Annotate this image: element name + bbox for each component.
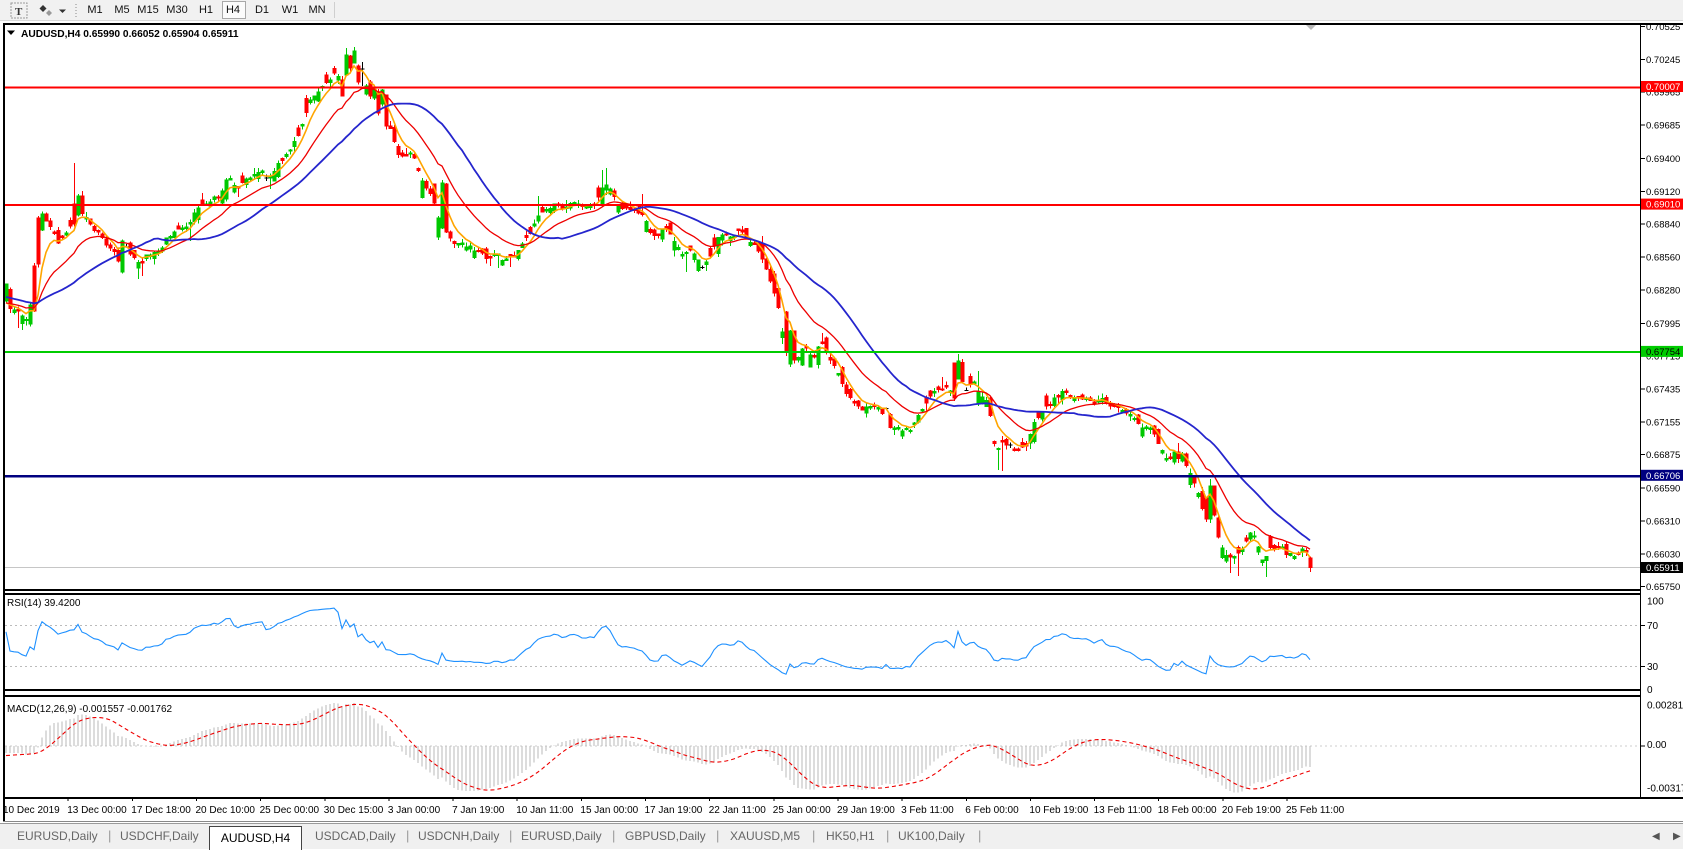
svg-text:0.69400: 0.69400: [1646, 154, 1680, 165]
svg-text:0.66875: 0.66875: [1646, 450, 1680, 461]
svg-text:T: T: [15, 6, 23, 18]
svg-text:20 Feb 19:00: 20 Feb 19:00: [1222, 805, 1281, 816]
svg-text:0.70245: 0.70245: [1646, 55, 1680, 66]
svg-text:0.70525: 0.70525: [1646, 22, 1680, 33]
svg-text:18 Feb 00:00: 18 Feb 00:00: [1158, 805, 1217, 816]
svg-text:0: 0: [1647, 685, 1653, 696]
svg-text:0.68560: 0.68560: [1646, 253, 1680, 264]
svg-text:29 Jan 19:00: 29 Jan 19:00: [837, 805, 895, 816]
svg-text:0.67754: 0.67754: [1646, 347, 1680, 358]
svg-text:MACD(12,26,9) -0.001557 -0.001: MACD(12,26,9) -0.001557 -0.001762: [7, 704, 173, 715]
svg-text:7 Jan 19:00: 7 Jan 19:00: [452, 805, 505, 816]
svg-text:0.67715: 0.67715: [1646, 352, 1680, 363]
svg-text:25 Dec 00:00: 25 Dec 00:00: [260, 805, 320, 816]
svg-text:25 Jan 00:00: 25 Jan 00:00: [773, 805, 831, 816]
svg-text:20 Dec 10:00: 20 Dec 10:00: [196, 805, 256, 816]
svg-text:0.66030: 0.66030: [1646, 549, 1680, 560]
svg-text:0.66706: 0.66706: [1646, 471, 1680, 482]
svg-text:13 Dec 00:00: 13 Dec 00:00: [67, 805, 127, 816]
svg-text:10 Jan 11:00: 10 Jan 11:00: [516, 805, 574, 816]
svg-text:0.70007: 0.70007: [1646, 82, 1680, 93]
svg-text:13 Feb 11:00: 13 Feb 11:00: [1094, 805, 1153, 816]
svg-text:0.67995: 0.67995: [1646, 319, 1680, 330]
svg-text:0.00: 0.00: [1647, 740, 1667, 751]
svg-text:15 Jan 00:00: 15 Jan 00:00: [580, 805, 638, 816]
svg-text:-0.003179: -0.003179: [1647, 784, 1683, 795]
svg-text:0.69965: 0.69965: [1646, 88, 1680, 99]
svg-text:10 Feb 19:00: 10 Feb 19:00: [1029, 805, 1088, 816]
svg-text:100: 100: [1647, 597, 1664, 608]
svg-text:0.66590: 0.66590: [1646, 484, 1680, 495]
svg-text:3 Feb 11:00: 3 Feb 11:00: [901, 805, 954, 816]
svg-text:25 Feb 11:00: 25 Feb 11:00: [1286, 805, 1345, 816]
svg-text:0.67435: 0.67435: [1646, 385, 1680, 396]
svg-text:70: 70: [1647, 621, 1659, 632]
svg-text:0.68840: 0.68840: [1646, 220, 1680, 231]
svg-text:RSI(14) 39.4200: RSI(14) 39.4200: [7, 598, 81, 609]
svg-text:3 Jan 00:00: 3 Jan 00:00: [388, 805, 441, 816]
svg-text:22 Jan 11:00: 22 Jan 11:00: [709, 805, 767, 816]
svg-text:17 Dec 18:00: 17 Dec 18:00: [131, 805, 191, 816]
svg-text:30: 30: [1647, 662, 1659, 673]
svg-text:0.66310: 0.66310: [1646, 516, 1680, 527]
svg-text:10 Dec 2019: 10 Dec 2019: [3, 805, 60, 816]
svg-text:0.002817: 0.002817: [1647, 701, 1683, 712]
svg-text:30 Dec 15:00: 30 Dec 15:00: [324, 805, 384, 816]
svg-text:0.65750: 0.65750: [1646, 582, 1680, 593]
svg-text:0.69120: 0.69120: [1646, 187, 1680, 198]
svg-text:0.68280: 0.68280: [1646, 285, 1680, 296]
svg-text:0.69010: 0.69010: [1646, 200, 1680, 211]
svg-text:0.67155: 0.67155: [1646, 417, 1680, 428]
svg-text:17 Jan 19:00: 17 Jan 19:00: [645, 805, 703, 816]
svg-text:6 Feb 00:00: 6 Feb 00:00: [965, 805, 1019, 816]
svg-text:AUDUSD,H4 0.65990 0.66052 0.6: AUDUSD,H4 0.65990 0.66052 0.65904 0.6591…: [21, 29, 239, 40]
svg-text:0.65911: 0.65911: [1646, 563, 1680, 574]
svg-text:0.69685: 0.69685: [1646, 121, 1680, 132]
